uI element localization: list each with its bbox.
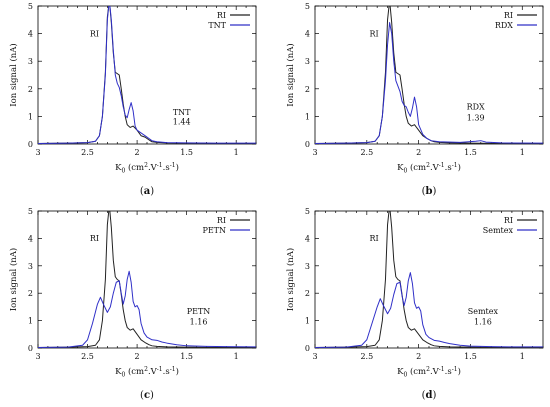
y-tick-label: 2 — [28, 289, 33, 298]
x-tick-label: 2 — [135, 148, 140, 157]
legend-label: PETN — [202, 226, 226, 235]
x-tick-label: 3 — [312, 148, 317, 157]
chart-panel-3: 0 1 2 3 4 5 3 2.5 2 1.5 1 Ion signal (nA) K0 (cm2.V-… — [8, 207, 257, 401]
series-line-tnt — [38, 6, 256, 144]
x-tick-label: 3 — [35, 148, 40, 157]
series-line-ri — [38, 211, 256, 348]
annotation: RI — [369, 29, 378, 38]
annotation: 1.44 — [173, 118, 191, 127]
y-tick-label: 2 — [28, 85, 33, 94]
annotation: 1.39 — [467, 114, 485, 123]
y-tick-label: 4 — [305, 30, 310, 39]
x-tick-label: 1.5 — [180, 352, 193, 361]
y-tick-label: 0 — [28, 344, 33, 353]
y-tick-label: 5 — [28, 2, 33, 11]
annotation: RI — [369, 234, 378, 243]
x-tick-label: 2.5 — [81, 352, 94, 361]
x-tick-label: 1 — [234, 148, 239, 157]
y-tick-label: 0 — [28, 140, 33, 149]
x-axis-title: K0 (cm2.V-1.s-1) — [397, 366, 461, 379]
x-tick-label: 3 — [35, 352, 40, 361]
annotation: RI — [90, 29, 99, 38]
y-tick-label: 5 — [28, 207, 33, 216]
y-tick-label: 0 — [305, 140, 310, 149]
series-line-rdx — [315, 22, 543, 144]
panel-label: (c) — [140, 390, 154, 401]
y-tick-label: 3 — [28, 57, 33, 66]
y-tick-label: 1 — [305, 112, 310, 121]
legend-label: RI — [504, 216, 513, 225]
annotation: 1.16 — [474, 318, 492, 327]
y-tick-label: 1 — [28, 112, 33, 121]
x-tick-label: 2 — [416, 148, 421, 157]
annotation: PETN — [187, 307, 211, 316]
x-tick-label: 1.5 — [464, 352, 477, 361]
x-tick-label: 2 — [416, 352, 421, 361]
x-tick-label: 2.5 — [360, 352, 373, 361]
panel-label: (a) — [140, 186, 154, 197]
x-tick-label: 3 — [312, 352, 317, 361]
x-axis-title: K0 (cm2.V-1.s-1) — [115, 162, 179, 175]
panel-label: (b) — [422, 186, 437, 197]
x-tick-label: 2.5 — [81, 148, 94, 157]
chart-panel-1: 0 1 2 3 4 5 3 2.5 2 1.5 1 Ion signal (nA) K0 (cm2.V-… — [8, 2, 257, 197]
x-tick-label: 1.5 — [464, 148, 477, 157]
legend-label: RI — [504, 11, 513, 20]
x-tick-label: 2 — [135, 352, 140, 361]
y-tick-label: 3 — [28, 262, 33, 271]
legend-label: RI — [217, 216, 226, 225]
y-tick-label: 0 — [305, 344, 310, 353]
legend-label: RI — [217, 11, 226, 20]
y-axis-title: Ion signal (nA) — [285, 248, 296, 311]
annotation: RI — [90, 234, 99, 243]
y-axis-title: Ion signal (nA) — [285, 43, 296, 106]
y-tick-label: 4 — [305, 234, 310, 243]
x-tick-label: 1 — [520, 148, 525, 157]
series-line-petn — [38, 270, 256, 348]
annotation: RDX — [467, 103, 485, 112]
legend-label: Semtex — [483, 226, 514, 235]
x-tick-label: 1 — [234, 352, 239, 361]
x-axis-title: K0 (cm2.V-1.s-1) — [115, 366, 179, 379]
y-tick-label: 3 — [305, 57, 310, 66]
series-line-semtex — [315, 272, 543, 348]
y-axis-title: Ion signal (nA) — [8, 248, 19, 311]
y-tick-label: 4 — [28, 30, 33, 39]
y-tick-label: 2 — [305, 289, 310, 298]
y-tick-label: 1 — [28, 317, 33, 326]
y-tick-label: 5 — [305, 2, 310, 11]
y-tick-label: 3 — [305, 262, 310, 271]
annotation: Semtex — [468, 307, 499, 316]
y-tick-label: 2 — [305, 85, 310, 94]
y-tick-label: 1 — [305, 317, 310, 326]
y-tick-label: 5 — [305, 207, 310, 216]
x-tick-label: 1.5 — [180, 148, 193, 157]
x-axis-title: K0 (cm2.V-1.s-1) — [397, 162, 461, 175]
y-tick-label: 4 — [28, 234, 33, 243]
x-tick-label: 2.5 — [360, 148, 373, 157]
chart-panel-4: 0 1 2 3 4 5 3 2.5 2 1.5 1 Ion signal (nA) K0 (cm2.V-… — [285, 207, 544, 401]
annotation: 1.16 — [190, 318, 208, 327]
y-axis-title: Ion signal (nA) — [8, 43, 19, 106]
x-tick-label: 1 — [520, 352, 525, 361]
chart-panel-2: 0 1 2 3 4 5 3 2.5 2 1.5 1 Ion signal (nA) K0 (cm2.V-… — [285, 2, 544, 197]
legend-label: RDX — [495, 21, 513, 30]
legend-label: TNT — [208, 21, 226, 30]
panel-label: (d) — [422, 390, 437, 401]
annotation: TNT — [173, 108, 191, 117]
